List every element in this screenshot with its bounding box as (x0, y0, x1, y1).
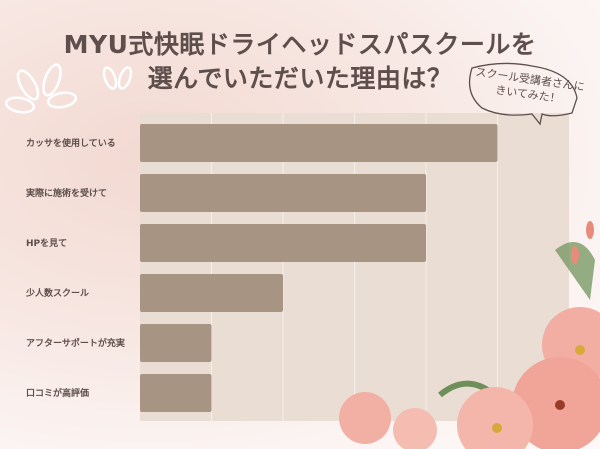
bar (140, 324, 212, 362)
page-title: MYU式快眠ドライヘッドスパスクールを 選んでいただいた理由は？ (0, 28, 600, 96)
category-label: HPを見て (26, 238, 67, 249)
gridlines (211, 113, 498, 421)
bar (140, 174, 426, 212)
title-line-2: 選んでいただいた理由は？ (147, 64, 453, 93)
category-label: 口コミが高評価 (26, 387, 89, 399)
title-line-1: MYU式快眠ドライヘッドスパスクールを (63, 30, 537, 59)
category-label: カッサを使用している (26, 137, 116, 149)
bar (140, 374, 212, 412)
bars (140, 124, 498, 412)
bar (140, 274, 283, 312)
category-label: 実際に施術を受けて (26, 187, 107, 199)
category-label: 少人数スクール (25, 287, 89, 299)
bar (140, 124, 498, 162)
speech-bubble (468, 62, 578, 126)
category-label: アフターサポートが充実 (26, 337, 125, 349)
bar (140, 224, 426, 262)
